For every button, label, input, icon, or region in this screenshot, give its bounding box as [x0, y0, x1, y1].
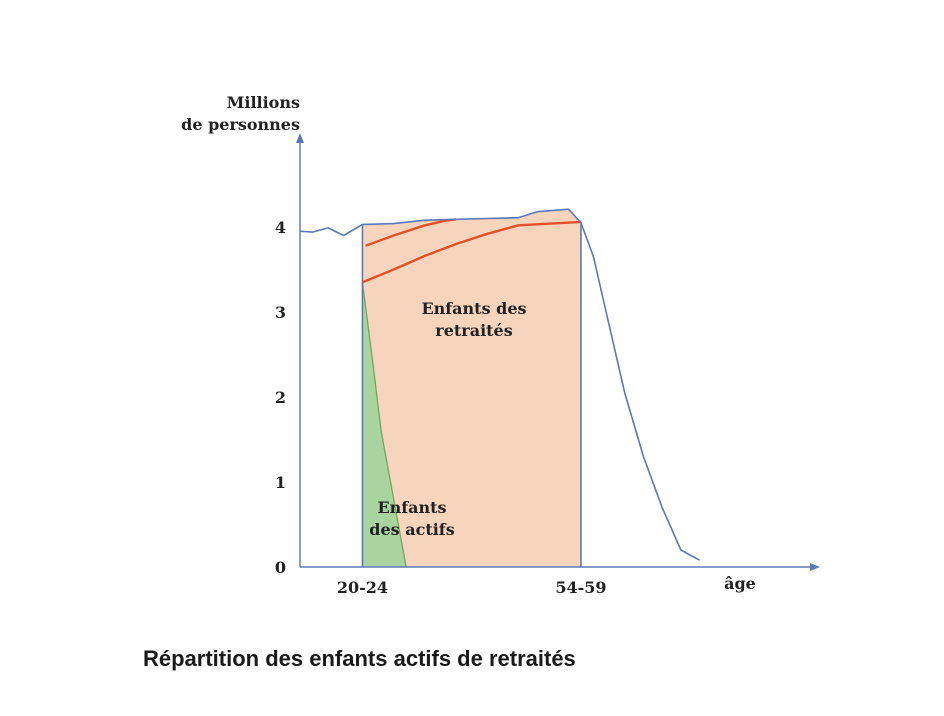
areas [362, 209, 581, 567]
population-curve [299, 208, 700, 561]
retirees-label: retraités [435, 321, 512, 340]
y-axis-title: Millions [227, 93, 300, 112]
x-axis-arrow [810, 563, 820, 571]
chart-caption: Répartition des enfants actifs de retrai… [143, 646, 576, 671]
axes [296, 133, 820, 571]
retirees-upper-red-line [365, 218, 457, 247]
y-tick-label: 1 [275, 473, 286, 492]
lines [299, 208, 700, 568]
y-tick-label: 2 [275, 388, 286, 407]
y-axis-arrow [296, 133, 304, 143]
x-tick-label: 54-59 [555, 578, 606, 597]
labels: 0 1 2 3 4 20-24 54-59 Millions de personnes âge En… [181, 93, 756, 597]
children-of-workers-area [362, 282, 407, 567]
children-of-retirees-area [362, 209, 581, 567]
y-tick-label: 3 [275, 303, 286, 322]
retirees-label: Enfants des [421, 299, 526, 318]
y-tick-label: 4 [275, 218, 286, 237]
x-axis-title: âge [724, 574, 756, 593]
chart: 0 1 2 3 4 20-24 54-59 Millions de personnes âge En… [181, 93, 820, 597]
x-tick-label: 20-24 [337, 578, 388, 597]
workers-label: des actifs [369, 520, 454, 539]
workers-label: Enfants [377, 498, 446, 517]
y-tick-label: 0 [275, 558, 286, 577]
retirees-lower-red-line [361, 220, 582, 284]
y-axis-title: de personnes [181, 115, 300, 134]
children-of-workers-edge [361, 282, 407, 568]
